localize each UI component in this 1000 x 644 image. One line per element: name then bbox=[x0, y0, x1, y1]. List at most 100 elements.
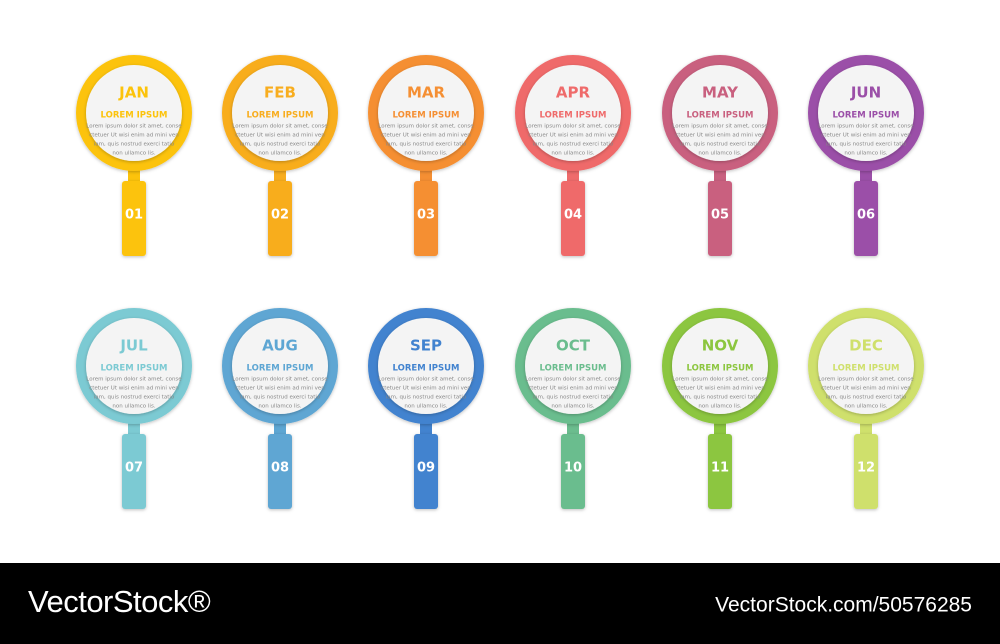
handle bbox=[561, 434, 585, 509]
lens bbox=[232, 318, 328, 414]
body-text: ctetuer Ut wisi enim ad mini ven bbox=[528, 386, 618, 392]
body-text: iam, quis nostrud exerci tatio bbox=[826, 395, 907, 401]
handle-neck bbox=[714, 169, 726, 183]
month: JUN bbox=[850, 84, 881, 102]
body-text: iam, quis nostrud exerci tatio bbox=[680, 395, 761, 401]
number: 07 bbox=[125, 461, 143, 476]
body-text: Lorem ipsum dolor sit amet, conse bbox=[525, 124, 621, 130]
handle bbox=[708, 181, 732, 256]
body-text: iam, quis nostrud exerci tatio bbox=[533, 142, 614, 148]
subtitle: LOREM IPSUM bbox=[540, 364, 607, 374]
number: 09 bbox=[417, 461, 435, 476]
handle bbox=[268, 181, 292, 256]
body-text: ctetuer Ut wisi enim ad mini ven bbox=[89, 386, 179, 392]
lens bbox=[232, 65, 328, 161]
subtitle: LOREM IPSUM bbox=[101, 111, 168, 121]
lens bbox=[86, 318, 182, 414]
month: MAR bbox=[407, 84, 446, 102]
handle-neck bbox=[420, 169, 432, 183]
footer-url: VectorStock.com/50576285 bbox=[715, 594, 972, 617]
body-text: Lorem ipsum dolor sit amet, conse bbox=[232, 124, 328, 130]
body-text: iam, quis nostrud exerci tatio bbox=[94, 142, 175, 148]
body-text: ctetuer Ut wisi enim ad mini ven bbox=[528, 133, 618, 139]
month: OCT bbox=[556, 337, 591, 355]
body-text: non ullamco lis. bbox=[258, 404, 301, 410]
footer-brand: VectorStock® bbox=[28, 584, 211, 619]
body-text: iam, quis nostrud exerci tatio bbox=[240, 395, 321, 401]
handle bbox=[268, 434, 292, 509]
body-text: Lorem ipsum dolor sit amet, conse bbox=[86, 377, 182, 383]
month: DEC bbox=[849, 337, 883, 355]
month: JAN bbox=[118, 84, 149, 102]
body-text: non ullamco lis. bbox=[112, 151, 155, 157]
handle-neck bbox=[274, 422, 286, 436]
lens bbox=[672, 65, 768, 161]
lens bbox=[378, 318, 474, 414]
lens bbox=[378, 65, 474, 161]
body-text: ctetuer Ut wisi enim ad mini ven bbox=[675, 386, 765, 392]
body-text: iam, quis nostrud exerci tatio bbox=[533, 395, 614, 401]
subtitle: LOREM IPSUM bbox=[393, 364, 460, 374]
handle bbox=[561, 181, 585, 256]
body-text: ctetuer Ut wisi enim ad mini ven bbox=[821, 133, 911, 139]
body-text: ctetuer Ut wisi enim ad mini ven bbox=[89, 133, 179, 139]
body-text: iam, quis nostrud exerci tatio bbox=[240, 142, 321, 148]
number: 05 bbox=[711, 208, 729, 223]
lens bbox=[525, 65, 621, 161]
number: 02 bbox=[271, 208, 289, 223]
number: 04 bbox=[564, 208, 582, 223]
subtitle: LOREM IPSUM bbox=[393, 111, 460, 121]
number: 01 bbox=[125, 208, 143, 223]
body-text: non ullamco lis. bbox=[551, 404, 594, 410]
body-text: Lorem ipsum dolor sit amet, conse bbox=[378, 377, 474, 383]
month: APR bbox=[556, 84, 591, 102]
handle-neck bbox=[567, 169, 579, 183]
handle bbox=[854, 434, 878, 509]
body-text: Lorem ipsum dolor sit amet, conse bbox=[672, 377, 768, 383]
subtitle: LOREM IPSUM bbox=[101, 364, 168, 374]
number: 10 bbox=[564, 461, 582, 476]
body-text: ctetuer Ut wisi enim ad mini ven bbox=[821, 386, 911, 392]
month: NOV bbox=[702, 337, 739, 355]
month: MAY bbox=[702, 84, 739, 102]
subtitle: LOREM IPSUM bbox=[687, 364, 754, 374]
handle-neck bbox=[714, 422, 726, 436]
body-text: ctetuer Ut wisi enim ad mini ven bbox=[381, 386, 471, 392]
body-text: Lorem ipsum dolor sit amet, conse bbox=[672, 124, 768, 130]
body-text: non ullamco lis. bbox=[844, 404, 887, 410]
subtitle: LOREM IPSUM bbox=[247, 364, 314, 374]
number: 03 bbox=[417, 208, 435, 223]
number: 06 bbox=[857, 208, 875, 223]
handle-neck bbox=[128, 422, 140, 436]
month: AUG bbox=[262, 337, 298, 355]
body-text: non ullamco lis. bbox=[404, 404, 447, 410]
body-text: Lorem ipsum dolor sit amet, conse bbox=[378, 124, 474, 130]
body-text: Lorem ipsum dolor sit amet, conse bbox=[232, 377, 328, 383]
body-text: iam, quis nostrud exerci tatio bbox=[94, 395, 175, 401]
month: JUL bbox=[119, 337, 148, 355]
subtitle: LOREM IPSUM bbox=[687, 111, 754, 121]
lens bbox=[525, 318, 621, 414]
body-text: ctetuer Ut wisi enim ad mini ven bbox=[235, 133, 325, 139]
body-text: ctetuer Ut wisi enim ad mini ven bbox=[381, 133, 471, 139]
body-text: non ullamco lis. bbox=[404, 151, 447, 157]
lens bbox=[672, 318, 768, 414]
body-text: non ullamco lis. bbox=[844, 151, 887, 157]
body-text: non ullamco lis. bbox=[698, 151, 741, 157]
body-text: non ullamco lis. bbox=[258, 151, 301, 157]
number: 11 bbox=[711, 461, 729, 476]
number: 12 bbox=[857, 461, 875, 476]
handle bbox=[414, 434, 438, 509]
lens bbox=[86, 65, 182, 161]
handle-neck bbox=[128, 169, 140, 183]
handle-neck bbox=[274, 169, 286, 183]
month: FEB bbox=[264, 84, 296, 102]
handle-neck bbox=[860, 422, 872, 436]
body-text: ctetuer Ut wisi enim ad mini ven bbox=[675, 133, 765, 139]
body-text: Lorem ipsum dolor sit amet, conse bbox=[818, 124, 914, 130]
body-text: iam, quis nostrud exerci tatio bbox=[386, 142, 467, 148]
body-text: non ullamco lis. bbox=[551, 151, 594, 157]
handle bbox=[122, 434, 146, 509]
handle-neck bbox=[567, 422, 579, 436]
handle-neck bbox=[420, 422, 432, 436]
